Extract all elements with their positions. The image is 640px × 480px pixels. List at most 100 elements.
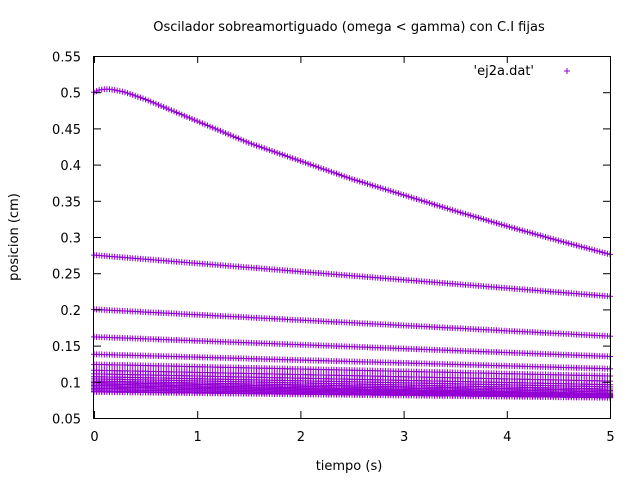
data-point bbox=[250, 141, 257, 148]
data-point bbox=[245, 139, 252, 146]
chart-title: Oscilador sobreamortiguado (omega < gamm… bbox=[153, 20, 545, 35]
data-point bbox=[542, 234, 549, 240]
data-point bbox=[387, 188, 394, 195]
data-point bbox=[428, 200, 435, 207]
data-point bbox=[501, 222, 508, 229]
data-point bbox=[127, 91, 134, 98]
data-point bbox=[470, 213, 477, 220]
data-point bbox=[253, 142, 260, 149]
data-point bbox=[356, 178, 363, 185]
data-point bbox=[279, 151, 286, 158]
data-point bbox=[351, 176, 358, 183]
data-point bbox=[426, 199, 433, 206]
data-point bbox=[263, 146, 270, 153]
data-point bbox=[238, 136, 245, 143]
data-point bbox=[232, 134, 239, 141]
data-point bbox=[408, 194, 415, 201]
data-point bbox=[550, 236, 557, 243]
data-point bbox=[256, 143, 263, 150]
data-point bbox=[248, 140, 255, 147]
data-point bbox=[449, 207, 456, 214]
data-point bbox=[472, 214, 479, 221]
data-point bbox=[403, 192, 410, 199]
data-point bbox=[302, 159, 309, 166]
data-point bbox=[488, 218, 495, 225]
data-point bbox=[312, 163, 319, 170]
data-point bbox=[511, 225, 518, 232]
data-point bbox=[547, 235, 554, 242]
data-point bbox=[145, 97, 152, 104]
data-point bbox=[346, 175, 353, 182]
data-point bbox=[478, 215, 484, 222]
data-point bbox=[413, 195, 420, 202]
data-point bbox=[284, 153, 291, 160]
data-point bbox=[475, 214, 482, 221]
y-tick-label: 0.25 bbox=[52, 268, 81, 283]
data-point bbox=[137, 94, 144, 101]
data-point bbox=[147, 98, 154, 105]
data-point bbox=[181, 112, 188, 119]
data-point bbox=[434, 202, 441, 209]
data-point bbox=[604, 250, 611, 257]
data-point bbox=[519, 227, 526, 234]
data-point bbox=[183, 113, 190, 120]
data-point bbox=[457, 209, 464, 216]
data-point bbox=[341, 173, 348, 180]
data-point bbox=[485, 217, 492, 224]
data-point bbox=[563, 239, 570, 246]
data-point bbox=[467, 212, 474, 219]
data-point bbox=[336, 171, 343, 178]
data-point bbox=[292, 156, 299, 163]
data-point bbox=[444, 205, 451, 212]
data-point bbox=[354, 177, 361, 184]
data-point bbox=[369, 182, 376, 189]
data-point bbox=[423, 199, 430, 206]
data-point bbox=[490, 219, 497, 226]
data-point bbox=[431, 201, 438, 208]
data-point bbox=[165, 106, 172, 113]
data-point bbox=[227, 132, 234, 139]
x-tick-label: 2 bbox=[297, 430, 305, 445]
plot-frame bbox=[93, 56, 611, 419]
y-tick-label: 0.4 bbox=[60, 159, 81, 174]
data-point bbox=[318, 165, 325, 172]
data-point bbox=[521, 228, 528, 235]
x-tick-label: 3 bbox=[400, 430, 408, 445]
y-tick-label: 0.3 bbox=[60, 232, 81, 247]
data-point bbox=[155, 101, 162, 108]
x-axis-label: tiempo (s) bbox=[316, 459, 383, 474]
data-point bbox=[364, 180, 371, 187]
data-point bbox=[372, 183, 379, 190]
data-point bbox=[150, 99, 157, 106]
data-point bbox=[194, 118, 201, 125]
data-point bbox=[529, 230, 536, 237]
data-point bbox=[570, 241, 577, 248]
data-point bbox=[516, 226, 523, 233]
data-point bbox=[320, 166, 327, 173]
axis-ticks: 0 1 2 3 4 5 0.05 0.1 0.15 0.2 0.25 0.3 0.35 0.4 0.45 0.… bbox=[52, 51, 615, 446]
data-point bbox=[539, 233, 546, 240]
legend-label: 'ej2a.dat' bbox=[474, 64, 534, 79]
data-point bbox=[545, 234, 552, 241]
data-point bbox=[565, 240, 572, 247]
data-point bbox=[178, 111, 185, 118]
data-point bbox=[338, 172, 345, 179]
data-point bbox=[452, 207, 459, 214]
legend: 'ej2a.dat' bbox=[474, 64, 570, 79]
data-point bbox=[204, 122, 211, 129]
data-point bbox=[532, 231, 539, 238]
data-point bbox=[287, 154, 294, 161]
data-point bbox=[134, 93, 141, 100]
data-point bbox=[503, 223, 510, 230]
data-point bbox=[243, 138, 250, 145]
data-point bbox=[119, 88, 126, 95]
data-point bbox=[170, 108, 177, 115]
data-point bbox=[454, 208, 461, 215]
data-point bbox=[168, 107, 175, 114]
data-point bbox=[390, 188, 397, 195]
y-tick-label: 0.1 bbox=[60, 376, 81, 391]
data-point bbox=[163, 105, 170, 112]
data-point bbox=[493, 220, 500, 227]
data-point bbox=[209, 124, 216, 131]
data-point bbox=[508, 224, 515, 231]
